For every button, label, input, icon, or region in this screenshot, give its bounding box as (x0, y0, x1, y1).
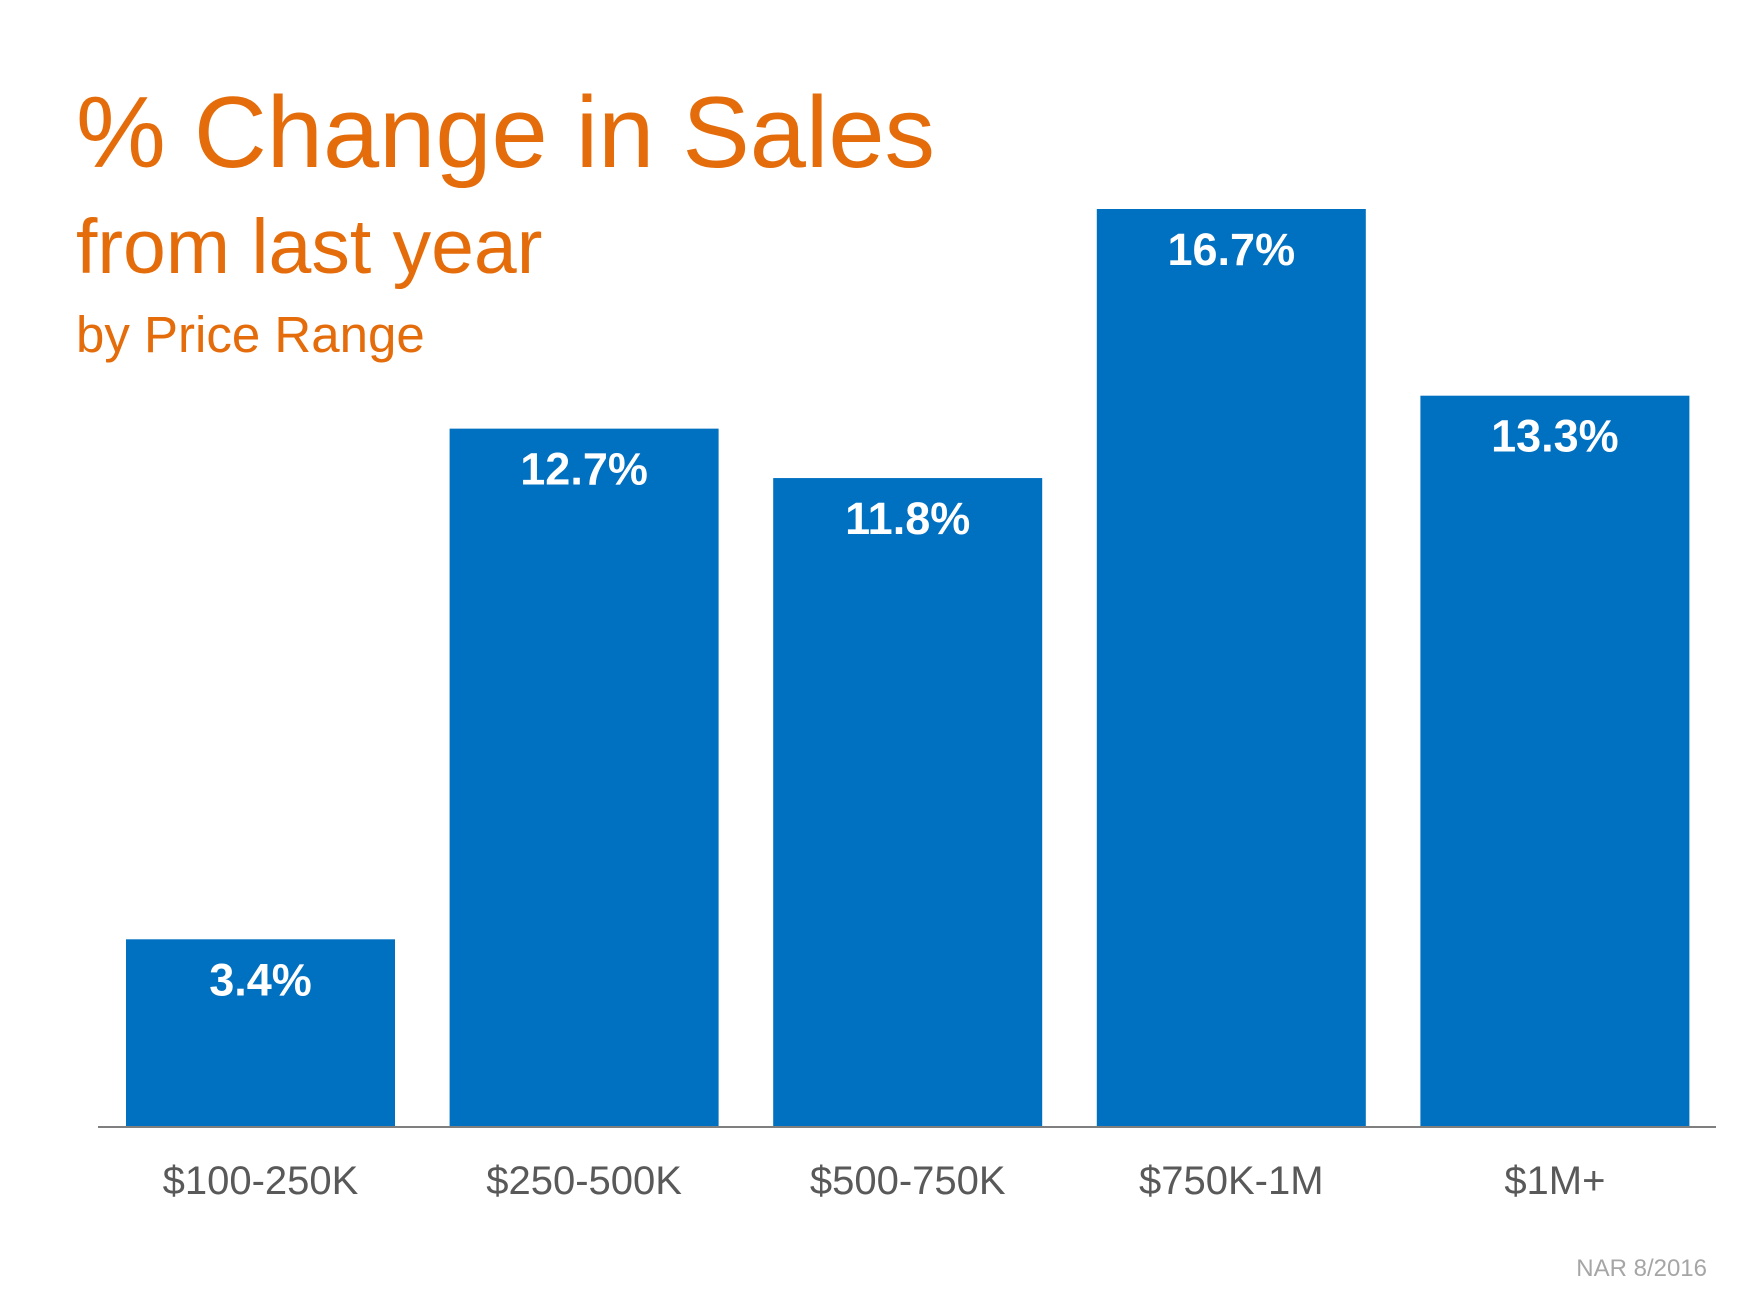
data-label: 11.8% (845, 493, 970, 544)
chart-subtitle: from last year (76, 204, 542, 290)
chart-subtitle: by Price Range (76, 306, 425, 363)
bar (1420, 395, 1690, 1127)
source-note: NAR 8/2016 (1576, 1255, 1707, 1282)
x-tick-label: $500-750K (810, 1159, 1006, 1203)
data-label: 16.7% (1167, 224, 1295, 275)
bar (449, 428, 719, 1126)
data-label: 13.3% (1491, 411, 1619, 462)
x-tick-label: $250-500K (486, 1159, 682, 1203)
bar (773, 478, 1043, 1126)
chart-title: % Change in Sales (76, 77, 935, 189)
x-tick-label: $1M+ (1504, 1159, 1605, 1203)
bar (126, 939, 395, 1126)
x-tick-label: $100-250K (163, 1159, 359, 1203)
x-tick-label: $750K-1M (1139, 1159, 1324, 1203)
bar (1096, 209, 1366, 1126)
data-label: 12.7% (520, 444, 648, 495)
data-label: 3.4% (209, 954, 312, 1005)
